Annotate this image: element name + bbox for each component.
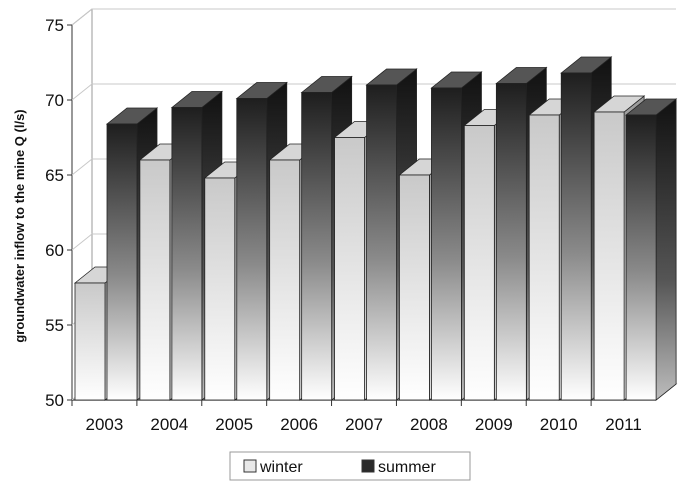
x-axis-ticks: 2003 2004 2005 2006 2007 2008 2009 2010 2011 — [71, 400, 642, 434]
x-tick-label: 2008 — [410, 415, 448, 434]
y-tick-label: 75 — [45, 16, 64, 35]
legend-label-winter: winter — [259, 459, 303, 476]
x-tick-label: 2011 — [605, 415, 642, 434]
x-tick-label: 2004 — [150, 415, 188, 434]
legend-swatch-summer — [361, 459, 375, 473]
y-tick-label: 65 — [45, 166, 64, 185]
y-tick-label: 50 — [45, 391, 64, 410]
bar-summer-2011 — [624, 98, 678, 401]
y-tick-label: 70 — [45, 91, 64, 110]
y-tick-label: 55 — [45, 316, 64, 335]
legend-swatch-winter — [243, 459, 257, 473]
x-tick-label: 2010 — [540, 415, 578, 434]
y-tick-label: 60 — [45, 241, 64, 260]
x-tick-label: 2005 — [215, 415, 253, 434]
legend-box — [229, 451, 471, 481]
x-tick-label: 2003 — [86, 415, 124, 434]
x-tick-label: 2007 — [345, 415, 383, 434]
y-axis-ticks: 50 55 60 65 70 75 — [45, 16, 72, 410]
legend-label-summer: summer — [378, 459, 436, 476]
legend: winter summer — [229, 451, 471, 481]
x-tick-label: 2006 — [280, 415, 318, 434]
x-tick-label: 2009 — [475, 415, 513, 434]
bars — [73, 56, 678, 401]
y-axis-label: groundwater inflow to the mine Q (l/s) — [12, 109, 27, 342]
